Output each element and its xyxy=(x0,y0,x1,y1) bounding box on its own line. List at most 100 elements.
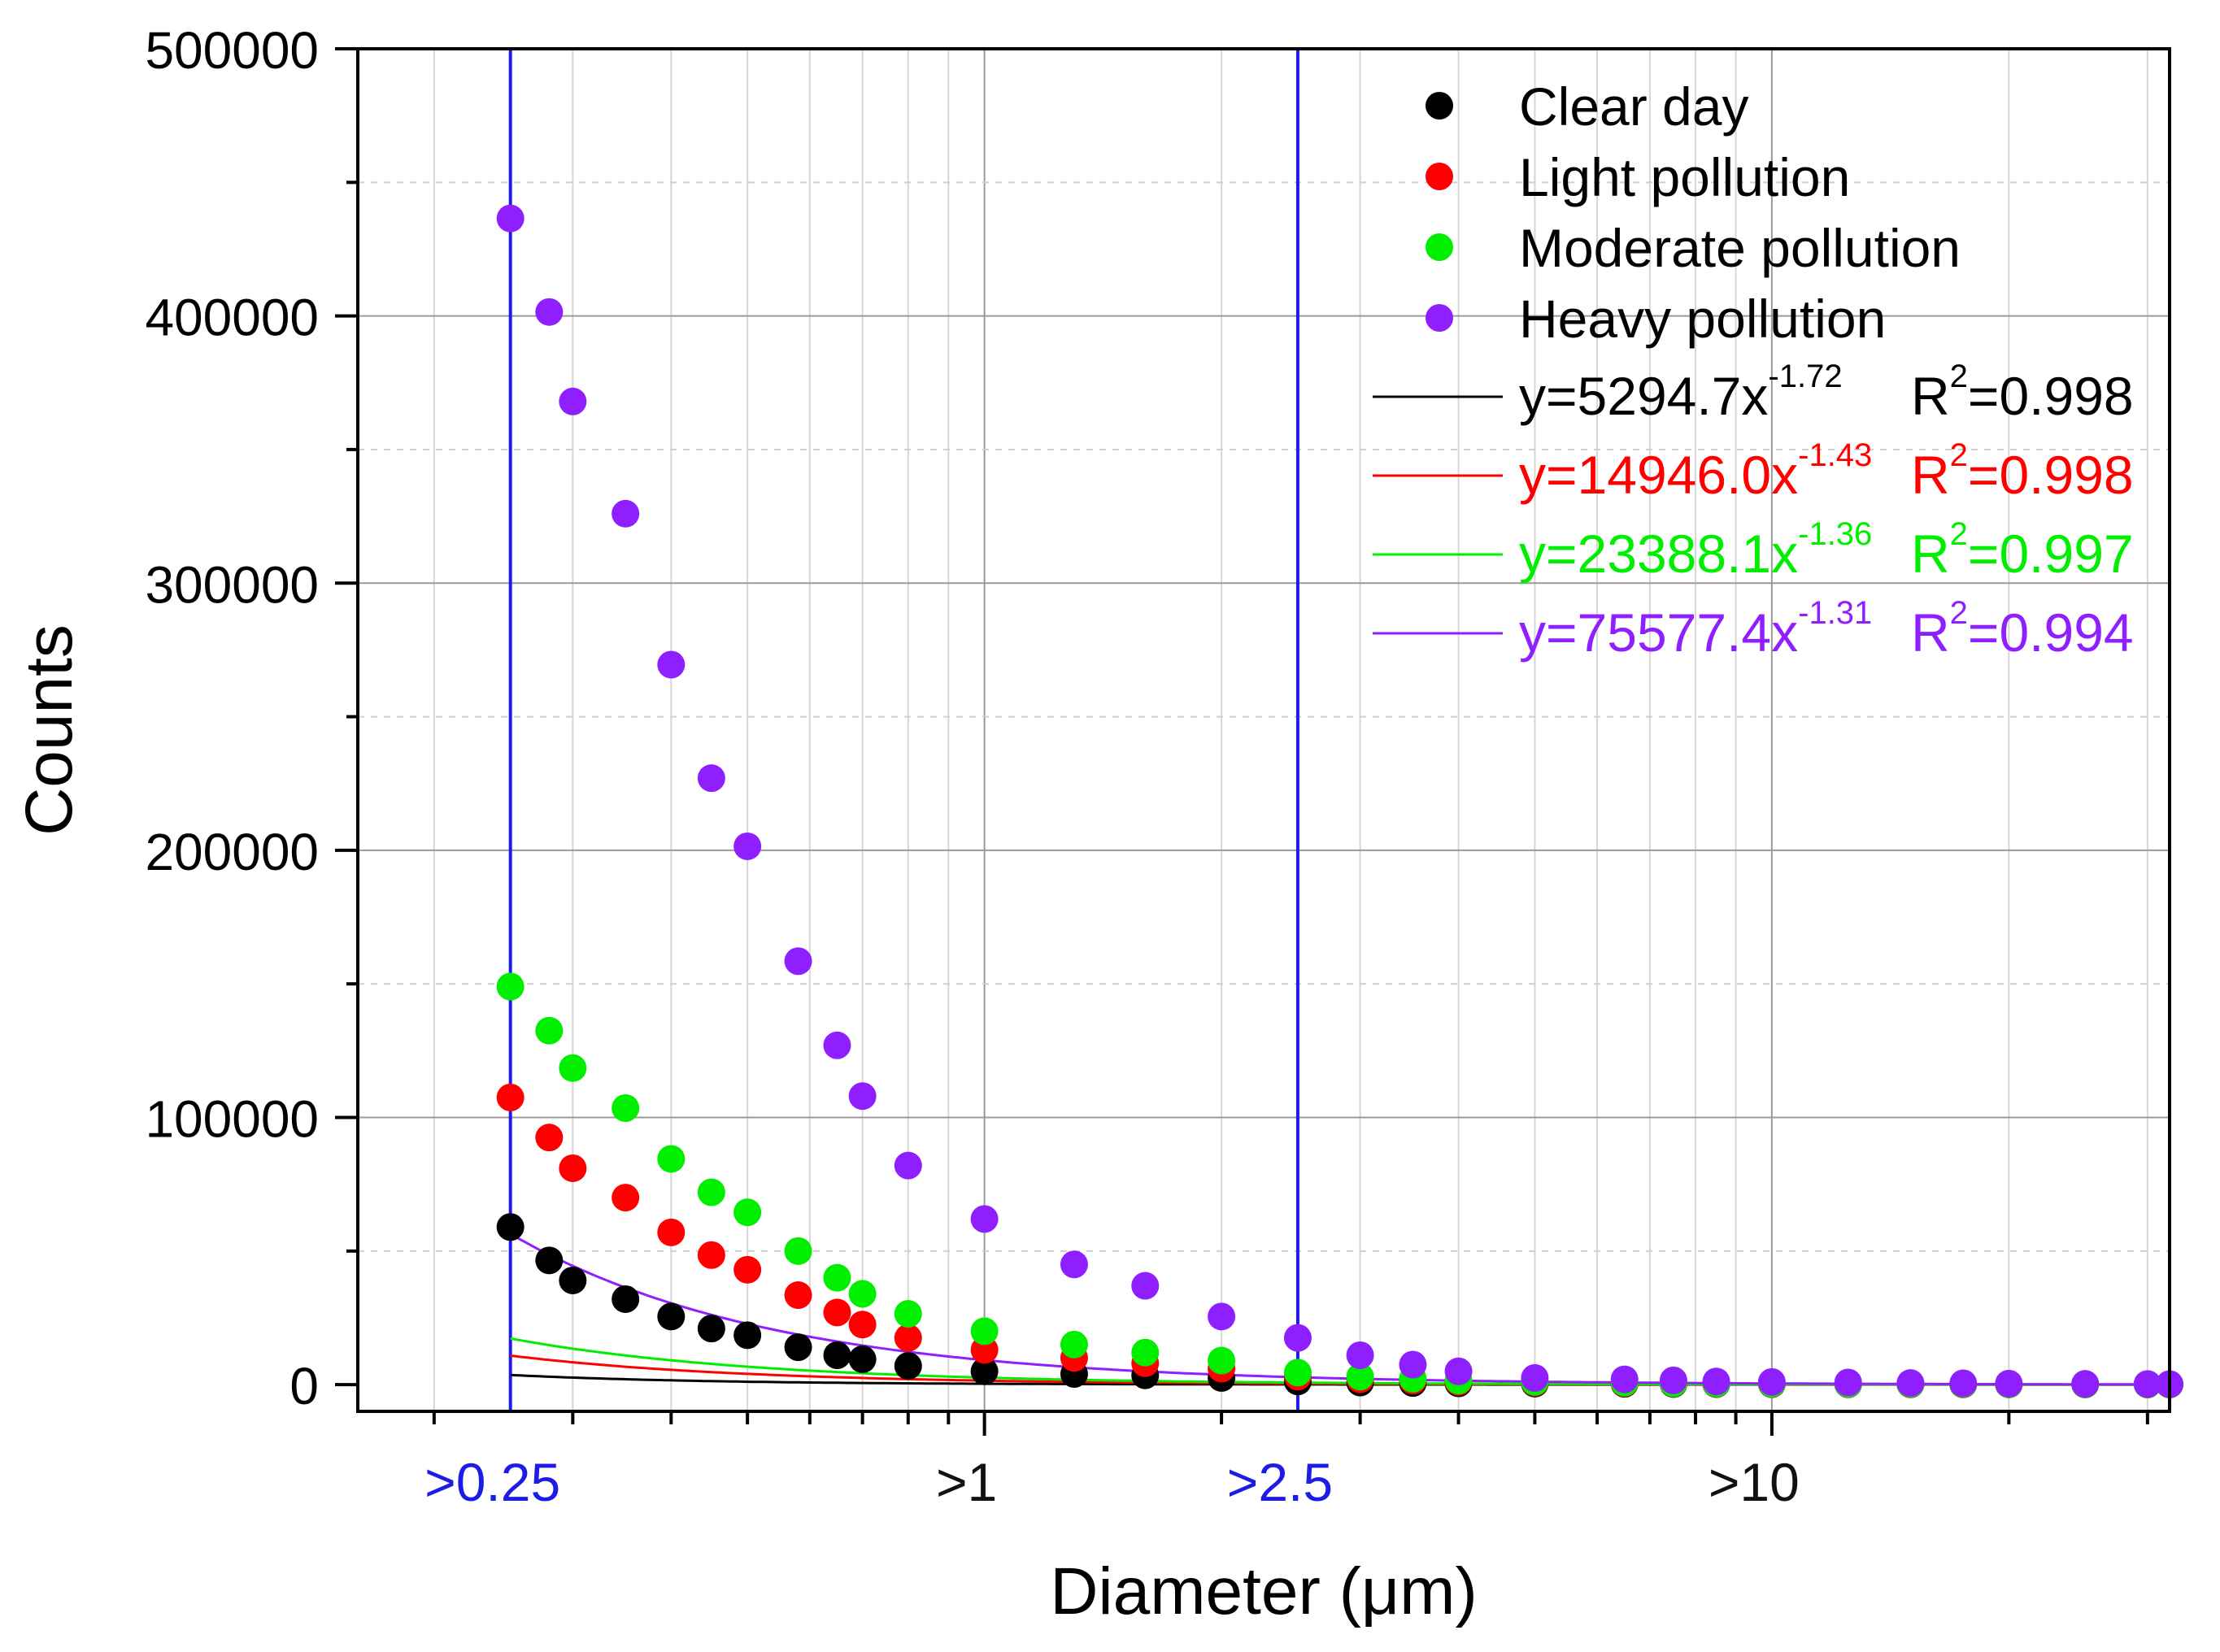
data-point xyxy=(894,1324,922,1352)
y-axis-label: Counts xyxy=(12,624,86,836)
data-point xyxy=(1702,1367,1730,1396)
data-point xyxy=(1757,1367,1786,1396)
y-tick-label: 300000 xyxy=(145,555,319,614)
equation-base: y=5294.7x xyxy=(1519,366,1768,426)
data-point xyxy=(496,204,525,233)
fit-curve xyxy=(509,1232,2170,1386)
data-point xyxy=(559,1266,587,1294)
data-point xyxy=(535,1016,564,1045)
data-point xyxy=(697,1241,725,1269)
data-point xyxy=(496,1213,525,1241)
data-point xyxy=(848,1082,877,1111)
legend: Clear day Light pollution Moderate polluti… xyxy=(1373,76,2134,663)
equation-exponent: -1.43 xyxy=(1798,437,1872,473)
data-point xyxy=(535,1246,564,1275)
data-point xyxy=(823,1298,851,1327)
data-point xyxy=(1346,1341,1374,1369)
legend-marker xyxy=(1426,163,1453,190)
data-point xyxy=(1659,1366,1687,1394)
data-point xyxy=(784,1281,812,1310)
data-point xyxy=(612,1285,640,1313)
data-point xyxy=(535,1124,564,1152)
x-tick-label: >2.5 xyxy=(1227,1452,1333,1512)
equation-exponent: -1.36 xyxy=(1798,516,1872,552)
equation-base: y=14946.0x xyxy=(1519,445,1798,505)
data-point xyxy=(823,1031,851,1059)
r2-superscript: 2 xyxy=(1950,516,1968,552)
data-point xyxy=(1131,1338,1160,1367)
equation-base: y=75577.4x xyxy=(1519,602,1798,663)
data-point xyxy=(1610,1365,1639,1393)
fit-curves xyxy=(509,1232,2170,1386)
data-points xyxy=(496,204,2183,1398)
r2-value: =0.998 xyxy=(1968,366,2134,426)
data-point xyxy=(733,1255,762,1284)
plot-frame xyxy=(356,47,2171,1413)
equation-base: y=23388.1x xyxy=(1519,524,1798,584)
data-point xyxy=(1131,1272,1160,1300)
data-point xyxy=(848,1345,877,1373)
data-point xyxy=(894,1300,922,1328)
data-point xyxy=(1444,1357,1473,1385)
y-tick-label: 500000 xyxy=(145,21,319,80)
data-point xyxy=(823,1263,851,1292)
y-tick-label: 200000 xyxy=(145,823,319,881)
data-point xyxy=(784,947,812,976)
data-point xyxy=(496,972,525,1001)
r2-superscript: 2 xyxy=(1950,359,1968,394)
data-point xyxy=(894,1151,922,1180)
data-point xyxy=(657,650,686,679)
data-point xyxy=(1834,1368,1862,1397)
data-point xyxy=(848,1280,877,1308)
data-point xyxy=(1283,1324,1312,1352)
data-point xyxy=(823,1341,851,1369)
data-point xyxy=(970,1357,999,1385)
legend-equation: y=75577.4x-1.31 xyxy=(1519,595,1872,663)
data-point xyxy=(894,1352,922,1380)
data-point xyxy=(848,1311,877,1339)
data-point xyxy=(697,1178,725,1206)
equation-exponent: -1.72 xyxy=(1768,359,1842,394)
reference-lines xyxy=(508,49,1299,1411)
data-point xyxy=(1995,1369,2023,1398)
legend-label: Light pollution xyxy=(1519,147,1850,207)
data-point xyxy=(784,1333,812,1362)
data-point xyxy=(784,1237,812,1265)
data-point xyxy=(657,1302,686,1331)
data-point xyxy=(697,1315,725,1343)
data-point xyxy=(559,1054,587,1082)
x-tick-label: >0.25 xyxy=(424,1452,560,1512)
x-axis-label: Diameter (μm) xyxy=(1050,1554,1478,1628)
data-point xyxy=(1949,1369,1978,1398)
data-point xyxy=(1060,1250,1088,1279)
y-axis: 0 100000 200000 300000 400000 500000 xyxy=(145,21,358,1415)
legend-label: Heavy pollution xyxy=(1519,289,1886,349)
data-point xyxy=(1060,1330,1088,1359)
y-tick-label: 100000 xyxy=(145,1090,319,1149)
data-point xyxy=(970,1205,999,1233)
legend-marker xyxy=(1426,92,1453,120)
data-point xyxy=(1346,1363,1374,1391)
y-tick-label: 400000 xyxy=(145,289,319,347)
data-point xyxy=(559,387,587,415)
data-point xyxy=(1896,1369,1925,1398)
legend-label: Moderate pollution xyxy=(1519,218,1961,278)
r2-superscript: 2 xyxy=(1950,437,1968,473)
r2-value: =0.997 xyxy=(1968,524,2134,584)
data-point xyxy=(2071,1370,2100,1398)
data-point xyxy=(1283,1359,1312,1387)
x-tick-label: >10 xyxy=(1709,1452,1800,1512)
r2-value: =0.998 xyxy=(1968,445,2134,505)
data-point xyxy=(612,1094,640,1123)
data-point xyxy=(733,1198,762,1227)
data-point xyxy=(733,1321,762,1350)
r2-superscript: 2 xyxy=(1950,595,1968,631)
data-point xyxy=(697,764,725,793)
r2-prefix: R xyxy=(1911,366,1950,426)
data-point xyxy=(612,499,640,528)
x-axis: >0.25 >1 >2.5 >10 xyxy=(424,1411,2149,1512)
r2-value: =0.994 xyxy=(1968,602,2134,663)
data-point xyxy=(559,1154,587,1182)
data-point xyxy=(496,1083,525,1111)
